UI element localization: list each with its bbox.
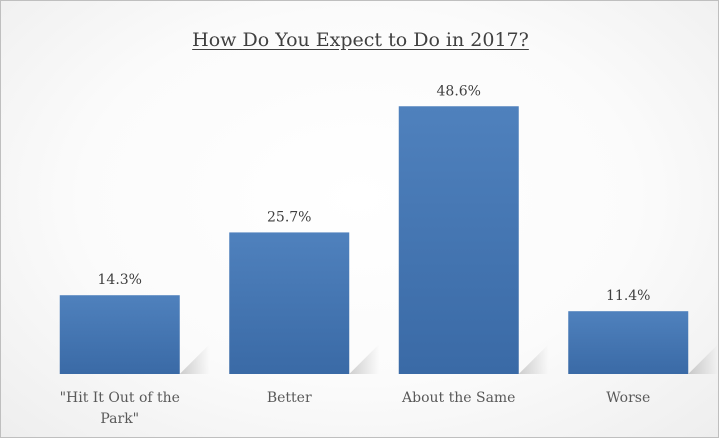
bar-shadow xyxy=(179,344,210,374)
category-label: "Hit It Out of the Park" xyxy=(60,390,180,427)
bar-shadow xyxy=(688,344,718,374)
bar xyxy=(229,232,350,374)
bar xyxy=(398,106,519,374)
category-label: Better xyxy=(267,390,312,406)
data-label: 14.3% xyxy=(98,272,142,288)
bar-shadow xyxy=(349,344,380,374)
bar xyxy=(59,295,180,374)
data-label: 48.6% xyxy=(437,83,481,99)
category-label: Worse xyxy=(606,390,650,406)
data-label: 25.7% xyxy=(267,209,311,225)
bar-shadow xyxy=(518,344,549,374)
chart-title: How Do You Expect to Do in 2017? xyxy=(192,29,529,51)
data-label: 11.4% xyxy=(606,288,650,304)
category-label: About the Same xyxy=(401,390,515,406)
bar xyxy=(568,311,689,374)
